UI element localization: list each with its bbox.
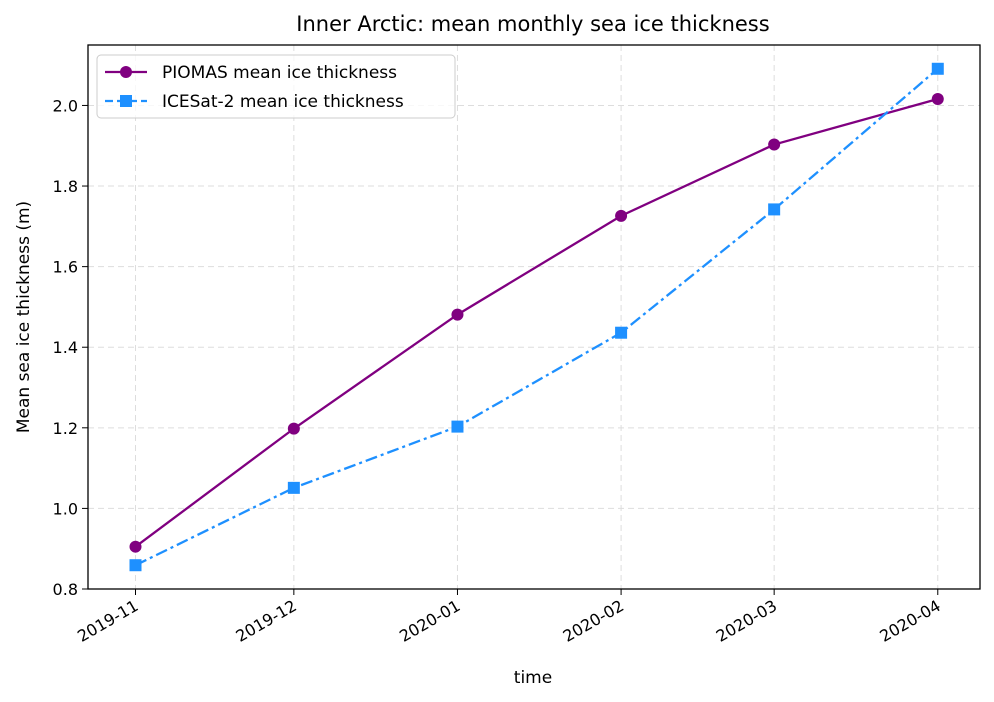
series-line — [134, 67, 939, 567]
series-line — [134, 97, 939, 548]
data-point — [451, 308, 464, 321]
x-axis-label: time — [514, 668, 552, 688]
y-axis: 0.8 1.0 1.2 1.4 1.6 1.8 2.0 — [53, 96, 88, 599]
x-tick-label: 2020-01 — [396, 596, 463, 646]
y-tick-label: 1.6 — [53, 258, 78, 277]
data-point — [287, 481, 300, 494]
x-tick-label: 2020-04 — [876, 596, 943, 646]
series-layer — [129, 62, 944, 572]
x-axis: 2019-11 2019-12 2020-01 2020-02 2020-03 2020-… — [74, 589, 944, 646]
data-point — [615, 326, 628, 339]
legend-marker — [120, 95, 132, 107]
legend-label: PIOMAS mean ice thickness — [162, 63, 397, 83]
data-point — [931, 92, 944, 105]
y-tick-label: 0.8 — [53, 580, 78, 599]
data-point — [129, 540, 142, 553]
data-point — [768, 138, 781, 151]
x-tick-label: 2020-03 — [713, 596, 780, 646]
y-tick-label: 2.0 — [53, 96, 78, 115]
x-tick-label: 2020-02 — [560, 596, 627, 646]
x-tick-label: 2019-12 — [232, 596, 299, 646]
legend-marker — [120, 66, 132, 78]
data-point — [287, 422, 300, 435]
legend-item: PIOMAS mean ice thickness — [105, 63, 397, 83]
legend-item: ICESat-2 mean ice thickness — [105, 92, 404, 112]
y-tick-label: 1.0 — [53, 499, 78, 518]
legend-box — [96, 54, 456, 119]
series-2 — [129, 62, 944, 572]
plot-frame — [87, 44, 981, 590]
data-point — [129, 559, 142, 572]
chart-title: Inner Arctic: mean monthly sea ice thick… — [296, 12, 769, 36]
grid — [88, 45, 980, 590]
y-axis-label: Mean sea ice thickness (m) — [14, 201, 34, 433]
y-tick-label: 1.2 — [53, 419, 78, 438]
data-point — [768, 203, 781, 216]
data-point — [931, 62, 944, 75]
legend-label: ICESat-2 mean ice thickness — [162, 92, 404, 112]
x-tick-label: 2019-11 — [74, 596, 141, 646]
y-tick-label: 1.8 — [53, 177, 78, 196]
y-tick-label: 1.4 — [53, 338, 78, 357]
legend: PIOMAS mean ice thickness ICESat-2 mean i… — [96, 54, 456, 119]
data-point — [451, 420, 464, 433]
series-1 — [129, 92, 944, 553]
data-point — [615, 209, 628, 222]
